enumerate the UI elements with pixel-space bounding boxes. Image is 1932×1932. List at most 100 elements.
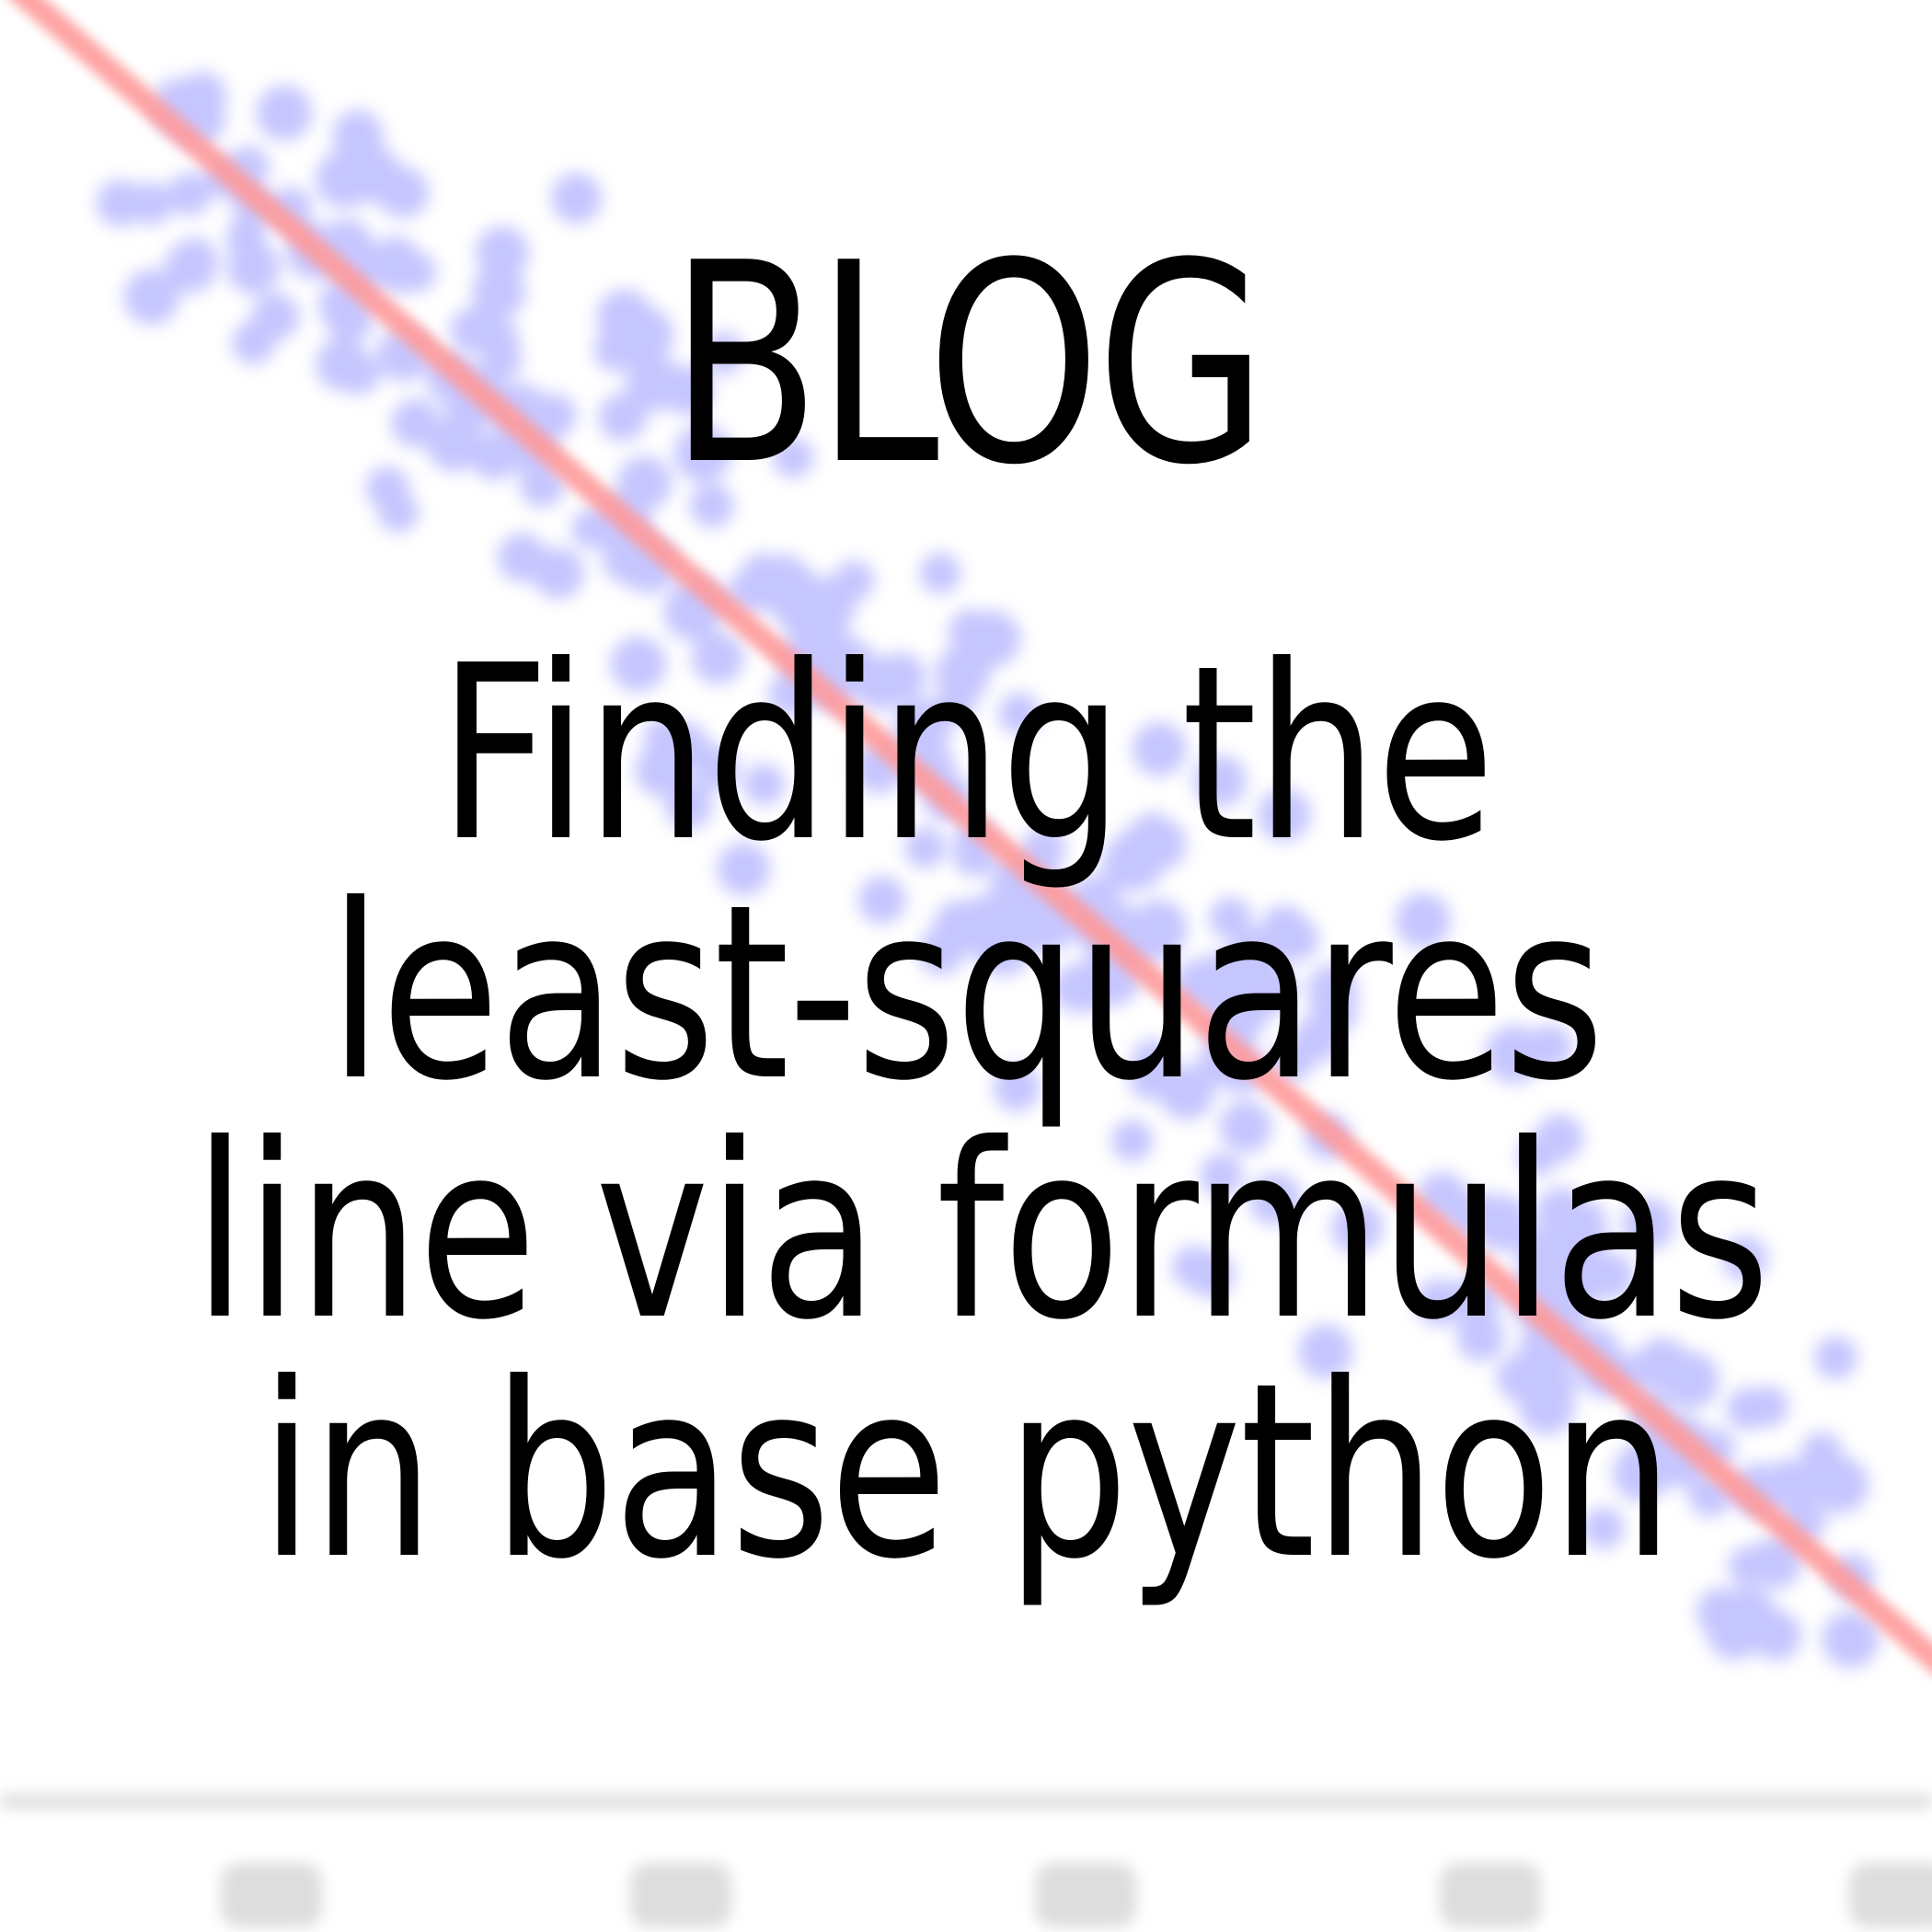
scatter-point xyxy=(691,631,744,684)
scatter-point xyxy=(662,365,713,416)
scatter-point xyxy=(1813,1336,1857,1380)
scatter-point xyxy=(1582,1507,1625,1549)
scatter-point xyxy=(170,237,219,285)
scatter-point xyxy=(1209,896,1252,940)
scatter-point xyxy=(391,398,441,448)
scatter-point xyxy=(1129,899,1188,958)
scatter-point xyxy=(673,424,732,483)
scatter-point xyxy=(532,546,584,600)
scatter-point xyxy=(96,179,144,227)
scatter-point xyxy=(1219,1100,1272,1154)
scatter-point xyxy=(475,225,529,280)
scatter-point xyxy=(1515,1229,1561,1274)
scatter-point xyxy=(1566,1200,1606,1241)
scatter-point xyxy=(1193,951,1250,1008)
scatter-point xyxy=(1622,1197,1675,1251)
scatter-point xyxy=(610,636,666,692)
scatter-point xyxy=(232,321,275,364)
scatter-point xyxy=(1751,1610,1802,1661)
post-title-line-3: line via formulas xyxy=(193,1092,1770,1373)
scatter-point xyxy=(1336,1202,1384,1249)
scatter-point xyxy=(316,338,370,392)
scatter-point xyxy=(1726,1387,1769,1431)
scatter-point xyxy=(661,722,710,770)
scatter-point xyxy=(857,876,906,925)
scatter-point xyxy=(173,78,216,121)
scatter-point xyxy=(532,393,577,439)
scatter-point xyxy=(1020,903,1072,954)
scatter-point xyxy=(703,331,745,374)
scatter-point xyxy=(1612,1443,1672,1502)
scatter-point xyxy=(919,552,961,594)
scatter-point xyxy=(1473,1194,1532,1252)
scatter-point xyxy=(226,241,281,295)
scatter-point xyxy=(1260,904,1308,952)
scatter-point xyxy=(474,316,520,362)
scatter-point xyxy=(1187,1250,1236,1299)
scatter-point xyxy=(1634,1338,1690,1394)
scatter-point xyxy=(1248,1172,1303,1226)
scatter-point xyxy=(935,646,991,702)
x-axis xyxy=(0,1796,1932,1927)
scatter-point xyxy=(1456,1313,1505,1362)
scatter-point xyxy=(1257,788,1311,842)
scatter-point xyxy=(853,656,907,711)
post-title: Finding the least-squares line via formu… xyxy=(0,614,1932,1612)
scatter-point xyxy=(598,393,647,442)
scatter-point xyxy=(1527,1024,1572,1069)
scatter-point xyxy=(772,437,814,478)
scatter-point xyxy=(993,1064,1041,1112)
scatter-point xyxy=(571,508,613,549)
scatter-point xyxy=(519,462,566,508)
scatter-point xyxy=(1587,1252,1634,1300)
scatter-point xyxy=(1395,892,1451,949)
regression-line xyxy=(10,0,1932,1673)
scatter-point xyxy=(365,466,409,510)
scatter-point xyxy=(689,483,735,528)
post-title-line-1: Finding the xyxy=(438,614,1495,894)
scatter-point xyxy=(893,698,952,758)
scatter-point xyxy=(1696,1587,1747,1638)
scatter-point xyxy=(123,269,180,326)
scatter-point xyxy=(1309,986,1358,1036)
scatter-point xyxy=(1298,1324,1353,1379)
scatter-point xyxy=(1193,754,1247,808)
scatter-point xyxy=(377,251,420,294)
blog-label: BLOG xyxy=(669,204,1267,525)
scatter-point xyxy=(1132,1039,1173,1081)
scatter-point xyxy=(1130,812,1176,857)
scatter-point xyxy=(1132,721,1187,776)
scatter-point xyxy=(797,576,857,635)
scatter-point xyxy=(315,150,374,209)
scatter-point xyxy=(1750,1536,1802,1589)
post-title-line-4: in base python xyxy=(259,1331,1673,1612)
scatter-point xyxy=(469,431,518,480)
scatter-point xyxy=(717,842,771,896)
scatter-points xyxy=(96,72,1880,1669)
scatter-point xyxy=(933,900,988,955)
scatter-point xyxy=(742,763,786,806)
scatter-point xyxy=(167,172,212,216)
scatter-point xyxy=(1159,1064,1214,1121)
scatter-point xyxy=(1520,1357,1576,1414)
scatter-point xyxy=(256,85,313,142)
scatter-point xyxy=(471,265,526,319)
scatter-point xyxy=(616,455,673,511)
scatter-point xyxy=(998,692,1041,735)
scatter-point xyxy=(728,569,774,615)
scatter-point xyxy=(1517,1135,1558,1177)
scatter-point xyxy=(593,328,638,373)
scatter-point xyxy=(1722,1236,1768,1282)
scatter-point xyxy=(1811,1455,1869,1514)
scatter-point xyxy=(426,417,481,472)
post-title-line-2: least-squares xyxy=(328,853,1604,1133)
scatter-point xyxy=(664,780,713,830)
scatter-point xyxy=(129,182,173,225)
scatter-point xyxy=(1415,1279,1463,1327)
scatter-point xyxy=(1822,1610,1880,1669)
scatter-point xyxy=(1239,960,1295,1015)
scatter-point xyxy=(1110,1120,1154,1162)
